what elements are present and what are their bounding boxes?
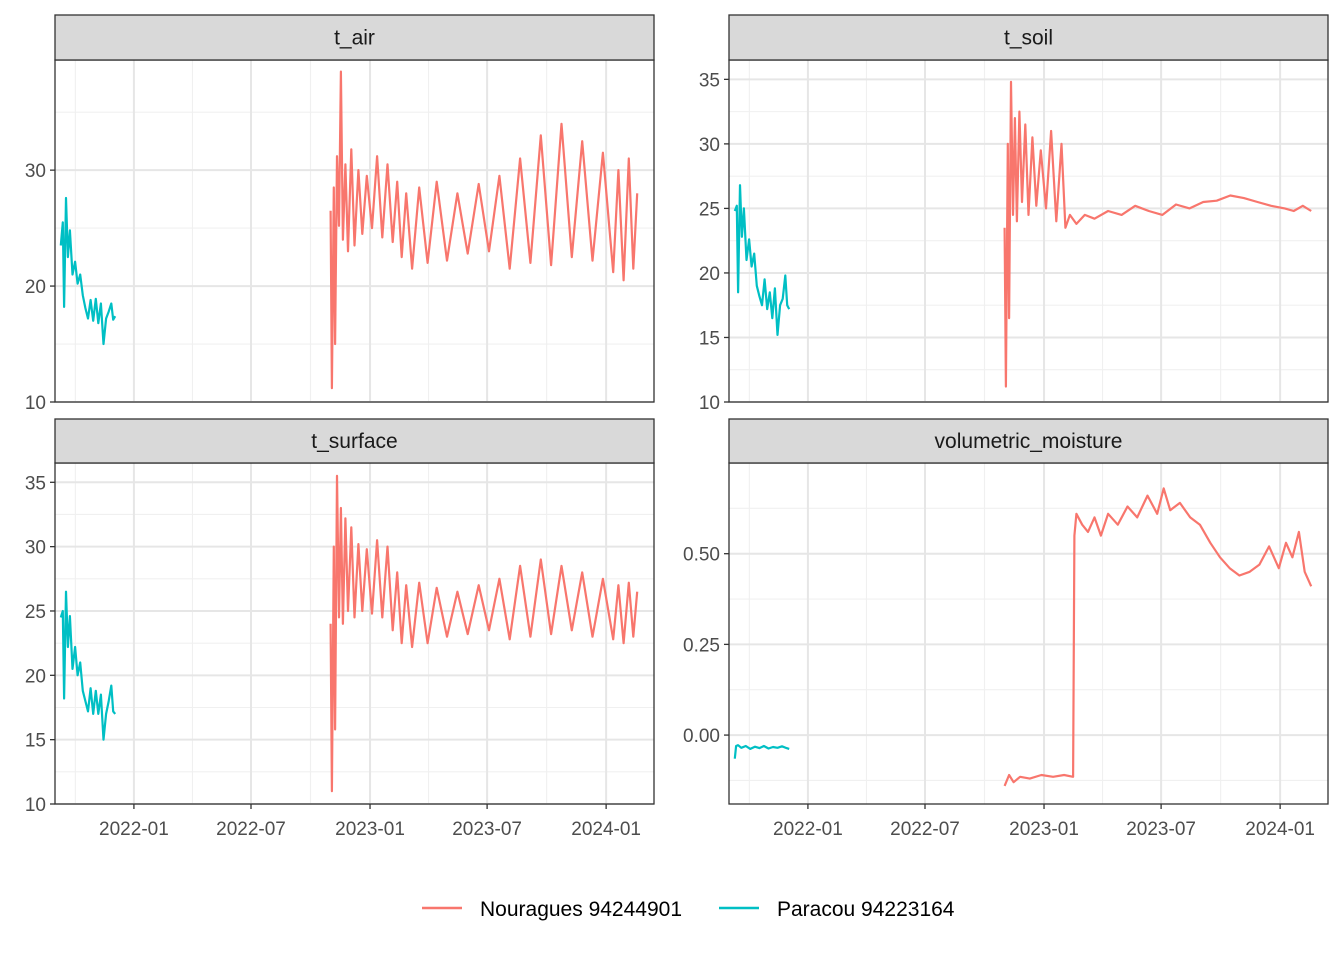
panel-t-air: t_air 10 20 30 [25, 14, 655, 414]
panel-t-surface: t_surface 10 15 20 25 30 35 2022-01 2022-07 2023-… [25, 418, 655, 840]
strip-background [728, 418, 1329, 464]
y-tick-label: 35 [25, 473, 46, 494]
series-line-paracou [733, 744, 790, 759]
y-tick-label: 20 [25, 666, 46, 687]
y-tick-label: 15 [25, 731, 46, 752]
y-tick-label: 10 [25, 795, 46, 816]
x-tick-label: 2022-01 [99, 819, 169, 840]
panel-t-soil: t_soil 10 15 20 25 30 35 [699, 14, 1329, 414]
legend: Nouragues 94244901 Paracou 94223164 [422, 898, 955, 921]
strip-background [54, 14, 655, 61]
y-tick-label: 15 [699, 328, 720, 349]
legend-item: Paracou 94223164 [719, 898, 955, 921]
x-tick-label: 2024-01 [571, 819, 641, 840]
y-tick-label: 10 [25, 393, 46, 414]
series-line-nouragues [1003, 487, 1313, 787]
panel-volumetric-moisture: volumetric_moisture 0.00 0.25 0.50 2022-01 20… [683, 418, 1329, 840]
panel-background [729, 60, 1328, 402]
y-tick-label: 25 [699, 199, 720, 220]
y-tick-label: 20 [25, 277, 46, 298]
series-line-paracou [59, 590, 117, 741]
y-tick-label: 20 [699, 264, 720, 285]
x-tick-label: 2023-07 [1126, 819, 1196, 840]
series-line-nouragues [1003, 80, 1312, 388]
strip-label: t_soil [1004, 27, 1053, 50]
series-line-paracou [733, 184, 791, 336]
y-tick-label: 30 [25, 538, 46, 559]
panel-background [55, 463, 654, 804]
x-tick-label: 2023-01 [1009, 819, 1079, 840]
legend-item: Nouragues 94244901 [422, 898, 682, 921]
y-tick-label: 0.50 [683, 545, 720, 566]
series-line-paracou [59, 196, 117, 346]
y-tick-label: 25 [25, 602, 46, 623]
x-tick-label: 2022-07 [216, 819, 286, 840]
y-tick-label: 30 [699, 135, 720, 156]
strip-label: t_air [334, 27, 375, 50]
y-tick-label: 10 [699, 393, 720, 414]
x-tick-label: 2023-01 [335, 819, 405, 840]
series-line-nouragues [329, 474, 639, 793]
series-line-nouragues [329, 70, 639, 390]
strip-background [728, 14, 1329, 61]
x-tick-label: 2024-01 [1245, 819, 1315, 840]
legend-label: Paracou 94223164 [777, 898, 955, 921]
y-tick-label: 30 [25, 161, 46, 182]
legend-label: Nouragues 94244901 [480, 898, 682, 921]
y-tick-label: 35 [699, 70, 720, 91]
panel-background [729, 463, 1328, 804]
strip-label: volumetric_moisture [935, 430, 1123, 453]
x-tick-label: 2022-01 [773, 819, 843, 840]
x-tick-label: 2023-07 [452, 819, 522, 840]
strip-background [54, 418, 655, 464]
strip-label: t_surface [311, 430, 397, 453]
y-tick-label: 0.00 [683, 726, 720, 747]
y-tick-label: 0.25 [683, 635, 720, 656]
x-tick-label: 2022-07 [890, 819, 960, 840]
